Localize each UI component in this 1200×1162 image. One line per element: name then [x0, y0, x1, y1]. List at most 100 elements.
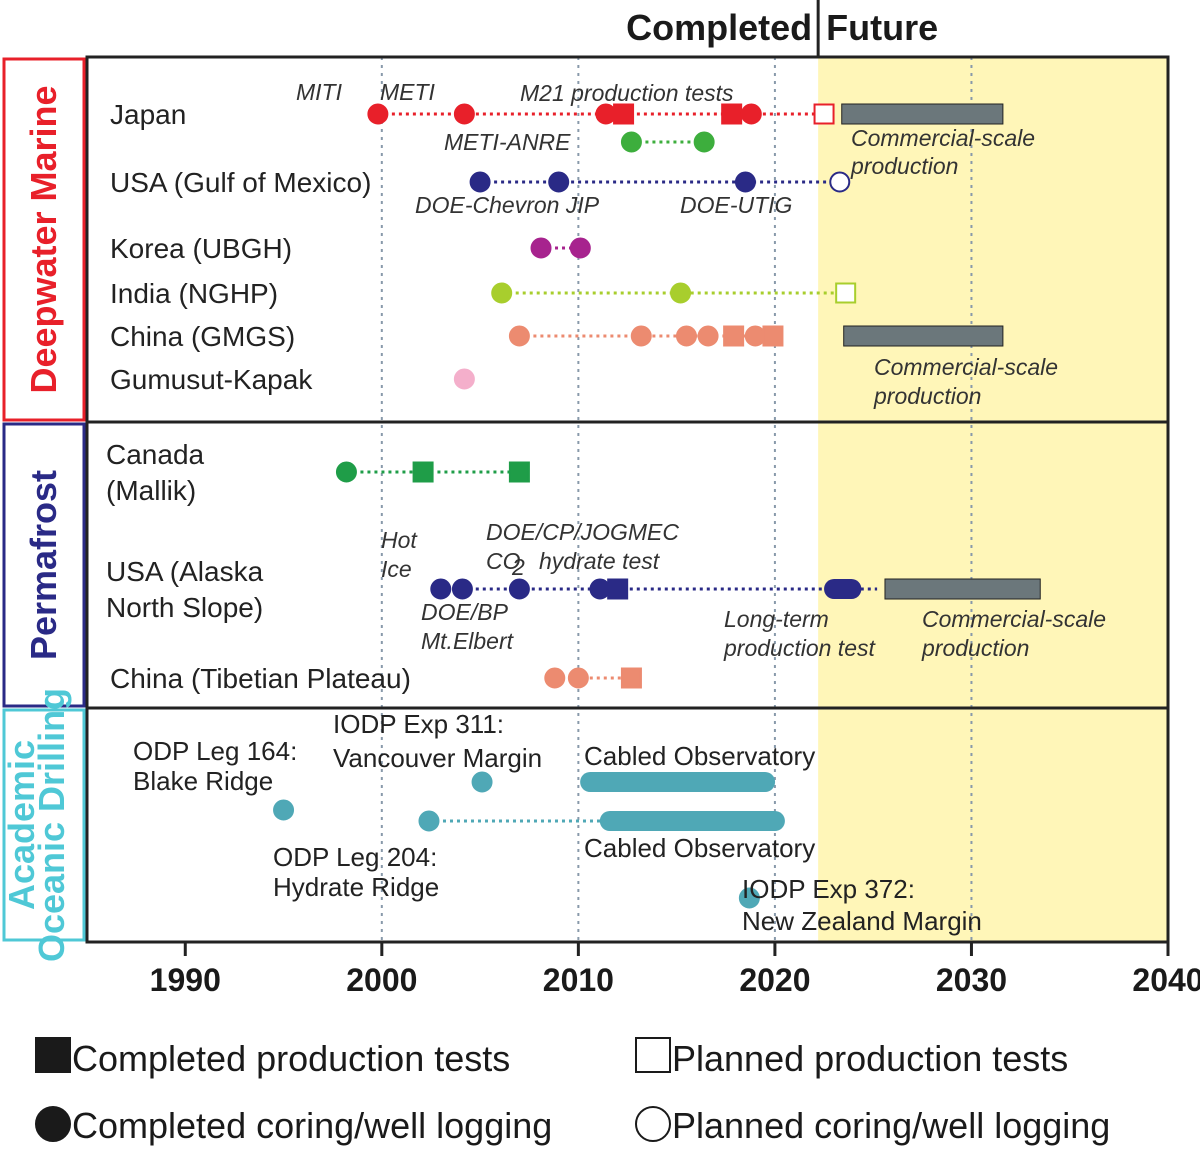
- commercial-scale-bar: [884, 578, 1041, 600]
- data-point-square: [721, 103, 743, 125]
- data-point-circle: [471, 771, 493, 793]
- annotation-label: Hot: [381, 527, 418, 553]
- row-label-layer: Japan USA (Gulf of Mexico) Korea (UBGH) Ind…: [106, 99, 411, 694]
- data-point-square: [813, 103, 835, 125]
- annotation-label: IODP Exp 311:: [333, 709, 504, 739]
- future-header: Future: [826, 7, 938, 48]
- data-point-circle: [418, 810, 440, 832]
- data-point-square: [620, 667, 642, 689]
- legend-circle-icon: [35, 1106, 71, 1142]
- completed-header: Completed: [626, 7, 812, 48]
- annotation-label: METI: [380, 79, 436, 105]
- x-tick-label: 2030: [936, 962, 1007, 998]
- row-label: Japan: [110, 99, 186, 130]
- frame-layer: Completed Future: [85, 0, 1170, 944]
- data-point-circle: [491, 282, 513, 304]
- annotation-label: Commercial-scale: [922, 606, 1106, 632]
- data-point-circle: [569, 237, 591, 259]
- annotation-label: Long-term: [724, 606, 829, 632]
- data-point-circle: [544, 667, 566, 689]
- row-label: Canada: [106, 439, 205, 470]
- section-box-0: [2, 57, 86, 422]
- data-point-square: [412, 461, 434, 483]
- future-region: [818, 57, 1168, 942]
- annotation-label: CO: [486, 548, 521, 574]
- section-label: Deepwater Marine: [23, 85, 64, 393]
- data-point-circle: [670, 282, 692, 304]
- annotation-label: Ice: [381, 556, 412, 582]
- annotation-label: hydrate test: [539, 548, 661, 574]
- data-point-circle: [453, 103, 475, 125]
- data-point-circle: [367, 103, 389, 125]
- row-label: Gumusut-Kapak: [110, 364, 313, 395]
- annotation-label: METI-ANRE: [444, 129, 571, 155]
- commercial-scale-bar: [843, 325, 1004, 347]
- x-axis-layer: 1990 2000 2010 2020 2030 2040: [150, 942, 1200, 998]
- annotation-label: Cabled Observatory: [584, 833, 815, 863]
- legend-square-icon: [35, 1037, 71, 1073]
- data-point-circle: [693, 131, 715, 153]
- row-label: Korea (UBGH): [110, 233, 292, 264]
- annotation-label: Mt.Elbert: [421, 628, 515, 654]
- section-label: Oceanic Drilling: [31, 688, 72, 962]
- annotation-label: DOE-UTIG: [680, 192, 792, 218]
- data-point-circle: [273, 799, 295, 821]
- annotation-label: Hydrate Ridge: [273, 872, 439, 902]
- annotation-label: DOE/CP/JOGMEC: [486, 519, 679, 545]
- annotation-label: ODP Leg 204:: [273, 842, 437, 872]
- data-point-square: [607, 578, 629, 600]
- section-label-layer: Deepwater Marine Permafrost AcademicOceani…: [1, 57, 86, 962]
- legend-circle-icon: [635, 1106, 671, 1142]
- data-point-circle: [335, 461, 357, 483]
- data-point-circle: [630, 325, 652, 347]
- legend-label: Completed production tests: [72, 1038, 510, 1079]
- commercial-scale-bar: [841, 103, 1004, 125]
- data-point-square: [835, 282, 857, 304]
- data-point-circle: [829, 171, 851, 193]
- legend-label: Planned coring/well logging: [672, 1105, 1110, 1146]
- background-layer: [818, 57, 1168, 942]
- annotation-label: M21 production tests: [520, 80, 734, 106]
- row-label: USA (Gulf of Mexico): [110, 167, 371, 198]
- data-point-square: [723, 325, 745, 347]
- x-tick-label: 2000: [346, 962, 417, 998]
- data-point-circle: [548, 171, 570, 193]
- data-point-square: [613, 103, 635, 125]
- annotation-label: production: [850, 153, 958, 179]
- data-point-circle: [567, 667, 589, 689]
- annotation-layer: MITI METI M21 production tests METI-ANRE Com…: [133, 79, 1106, 936]
- x-tick-label: 2010: [543, 962, 614, 998]
- x-tick-label: 1990: [150, 962, 221, 998]
- annotation-label: Commercial-scale: [874, 354, 1058, 380]
- annotation-label: ODP Leg 164:: [133, 736, 297, 766]
- data-point-square: [508, 461, 530, 483]
- row-label: China (Tibetian Plateau): [110, 663, 411, 694]
- data-point-circle: [675, 325, 697, 347]
- section-box-2: [2, 708, 86, 942]
- x-tick-label: 2040: [1132, 962, 1200, 998]
- annotation-label: Blake Ridge: [133, 766, 273, 796]
- annotation-label: DOE/BP: [421, 599, 509, 625]
- data-point-circle: [738, 887, 760, 909]
- section-box-1: [2, 422, 86, 708]
- long-term-test-bar: [824, 579, 862, 599]
- data-point-circle: [530, 237, 552, 259]
- annotation-label: Cabled Observatory: [584, 741, 815, 771]
- annotation-label: MITI: [296, 79, 343, 105]
- annotation-label: Commercial-scale: [851, 125, 1035, 151]
- data-point-circle: [620, 131, 642, 153]
- legend-layer: Completed production tests Planned produc…: [35, 1037, 1110, 1146]
- data-point-circle: [697, 325, 719, 347]
- data-point-circle: [589, 578, 611, 600]
- row-label: China (GMGS): [110, 321, 295, 352]
- annotation-label: Vancouver Margin: [333, 743, 542, 773]
- annotation-label: DOE-Chevron JIP: [415, 192, 600, 218]
- annotation-label: production test: [723, 635, 876, 661]
- data-point-circle: [734, 171, 756, 193]
- legend-square-icon: [635, 1037, 671, 1073]
- row-label: (Mallik): [106, 475, 196, 506]
- row-label: USA (Alaska: [106, 556, 264, 587]
- x-tick-label: 2020: [739, 962, 810, 998]
- annotation-label: IODP Exp 372:: [742, 874, 915, 904]
